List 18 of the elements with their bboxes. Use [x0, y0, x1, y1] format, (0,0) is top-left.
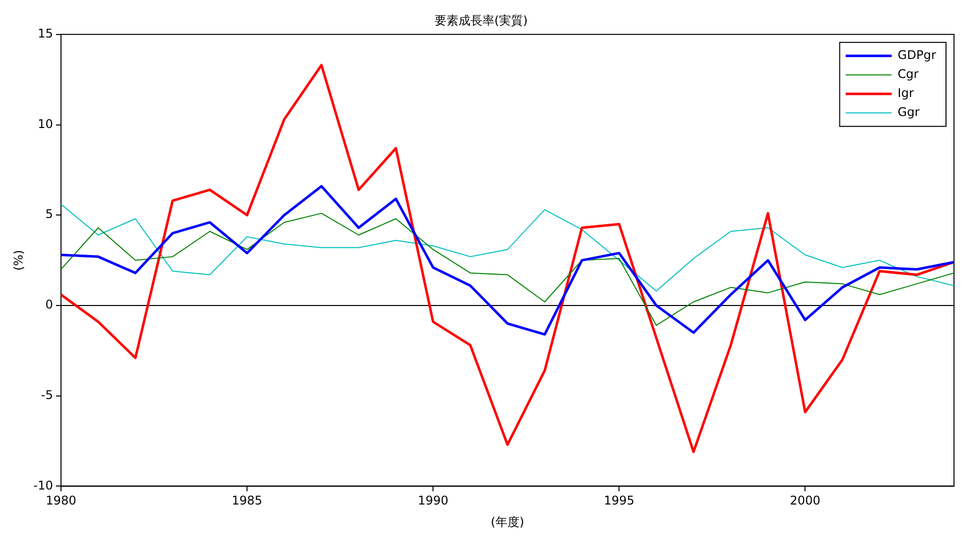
x-tick-label: 1985: [232, 494, 262, 508]
y-tick-label: 5: [45, 207, 53, 222]
x-axis-title: (年度): [490, 514, 524, 529]
legend-label: Ggr: [898, 105, 920, 120]
legend-label: Igr: [898, 86, 914, 100]
legend-label: Cgr: [898, 67, 919, 82]
y-tick-label: 10: [38, 116, 53, 131]
legend-label: GDPgr: [898, 48, 936, 62]
y-axis-title: (%): [11, 250, 26, 271]
x-tick-label: 1995: [604, 494, 634, 508]
x-tick-label: 1990: [418, 494, 448, 508]
x-tick-label: 2000: [790, 494, 820, 508]
chart-title: 要素成長率(実質): [434, 13, 528, 28]
y-tick-label: -10: [33, 478, 53, 492]
x-tick-label: 1980: [46, 494, 76, 508]
y-tick-label: 0: [45, 298, 53, 312]
y-tick-label: -5: [41, 388, 53, 402]
y-tick-label: 15: [38, 26, 53, 41]
